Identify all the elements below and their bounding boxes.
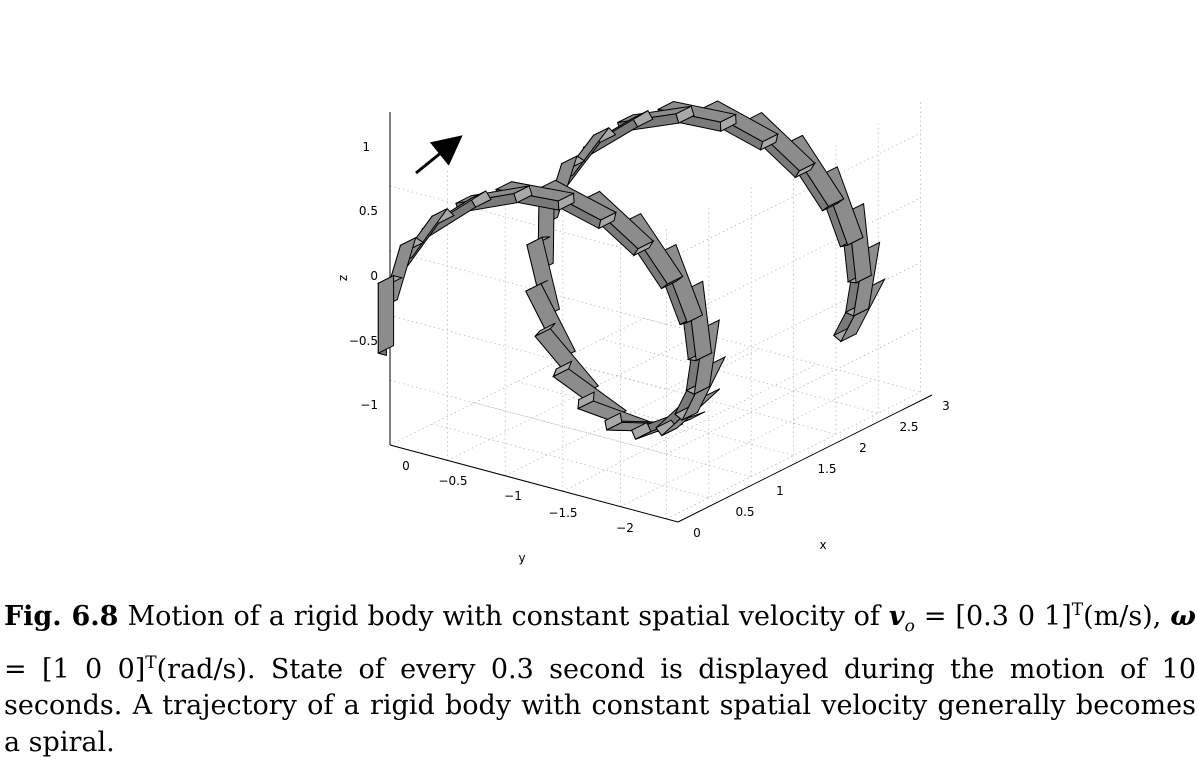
z-tick: −0.5 [349,334,378,348]
z-axis: 1 0.5 0 −0.5 −1 z [336,140,378,412]
transpose-superscript: T [1071,600,1084,620]
transpose-superscript: T [145,652,157,673]
z-axis-title: z [336,275,350,281]
z-tick: 0.5 [359,204,378,218]
rigid-body-front-face [494,181,576,202]
caption-text: (m/s), [1083,601,1171,632]
caption-text: = [0.3 0 1] [914,601,1072,632]
x-tick: 1.5 [817,462,836,476]
figure-label: Fig. 6.8 [4,601,119,632]
x-axis-title: x [819,538,826,552]
grid-line [601,338,879,414]
plot-grid [389,100,921,520]
rigid-body-trajectory [376,100,886,440]
velocity-symbol: v [888,601,905,632]
y-tick: −1.5 [548,506,577,520]
y-tick: −2 [616,521,634,535]
y-tick: −1 [504,489,522,503]
rigid-body-front-face [693,319,720,395]
rigid-body-front-face [656,100,738,123]
z-tick: −1 [360,398,378,412]
x-tick: 0 [693,526,701,540]
x-axis: 0 0.5 1 1.5 2 2.5 3 x [693,399,950,552]
x-tick: 1 [776,484,784,498]
grid-line [389,250,667,326]
z-tick: 0 [370,269,378,283]
rigid-body-front-face [852,241,881,317]
omega-symbol: ω [1170,601,1196,632]
grid-line [389,315,667,390]
y-tick: 0 [402,459,410,473]
x-tick: 3 [942,399,950,413]
velocity-subscript: o [904,616,915,637]
direction-arrow-icon [415,135,463,175]
caption-text: = [1 0 0] [4,653,146,685]
z-tick: 1 [362,140,370,154]
rigid-body-state [376,274,404,357]
y-tick: −0.5 [438,474,467,488]
rigid-body-plot: 1 0.5 0 −0.5 −1 z 0 −0.5 −1 −1.5 −2 y 0 … [336,100,950,565]
x-tick: 2 [859,441,867,455]
rigid-body-state [455,185,533,214]
y-axis-title: y [518,551,525,565]
rigid-body-front-face [377,274,395,355]
caption-text: (rad/s). State of every 0.3 second is di… [4,653,1196,758]
grid-line [432,423,709,499]
y-axis: 0 −0.5 −1 −1.5 −2 y [402,459,634,565]
caption-text: Motion of a rigid body with constant spa… [118,601,889,632]
x-tick: 2.5 [899,420,918,434]
figure-caption: Fig. 6.8 Motion of a rigid body with con… [4,592,1196,761]
grid-line [516,381,794,456]
x-tick: 0.5 [735,505,754,519]
